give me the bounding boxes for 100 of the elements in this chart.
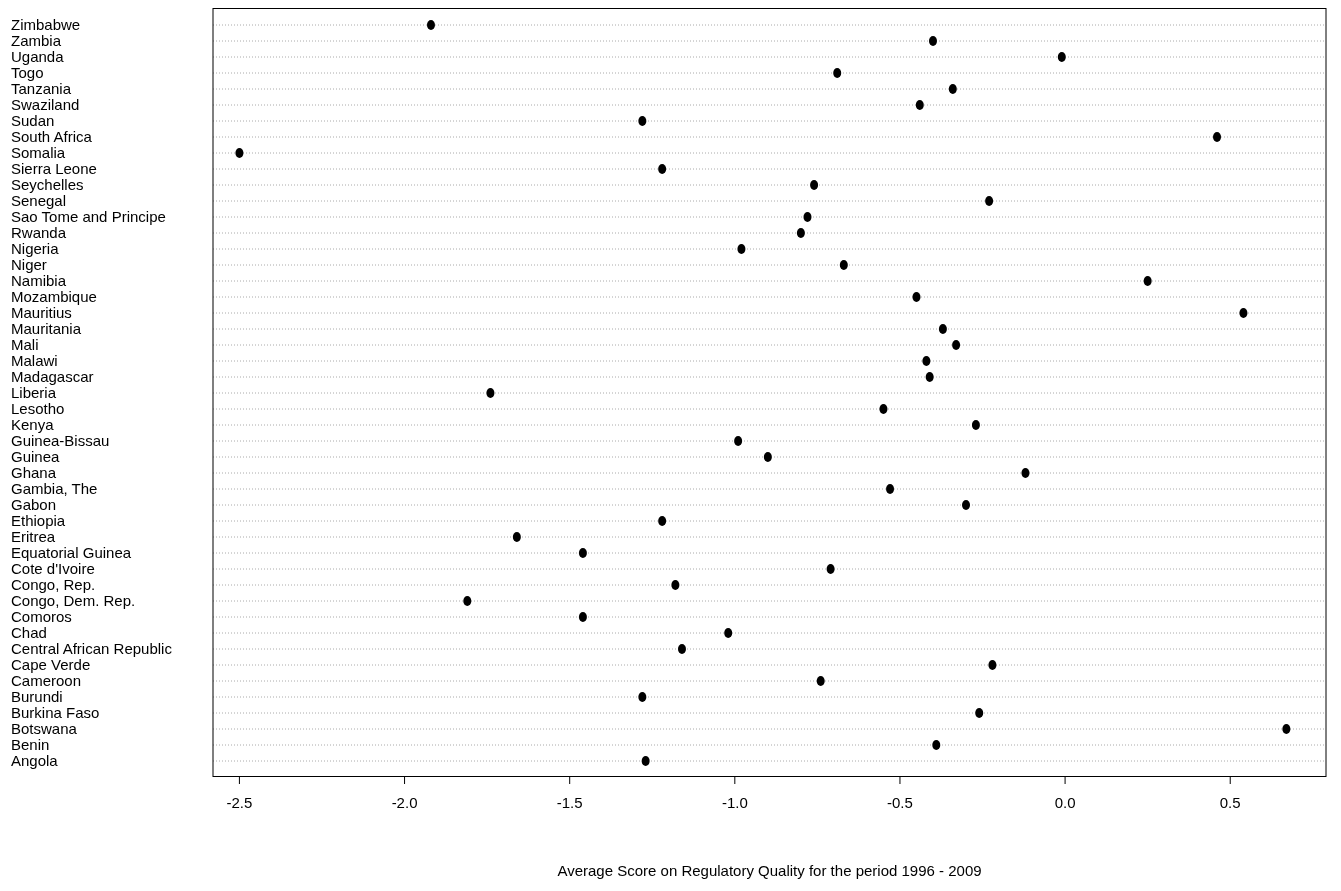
point xyxy=(724,628,733,638)
point xyxy=(1282,724,1291,734)
y-tick-label: Benin xyxy=(11,736,50,753)
y-tick-label: Mauritania xyxy=(11,320,82,337)
point xyxy=(952,340,961,350)
y-tick-label: Mozambique xyxy=(11,288,97,305)
y-tick-label: Seychelles xyxy=(11,176,84,193)
point xyxy=(737,244,746,254)
point xyxy=(796,228,805,238)
point xyxy=(658,516,667,526)
y-tick-label: Burundi xyxy=(11,688,63,705)
x-tick-label: 0.5 xyxy=(1219,794,1241,811)
x-axis-title: Average Score on Regulatory Quality for the period 1996 - 2009 xyxy=(557,862,982,879)
y-tick-label: Cote d'Ivoire xyxy=(11,560,95,577)
y-tick-label: Ethiopia xyxy=(11,512,66,529)
point xyxy=(985,196,994,206)
point xyxy=(886,484,895,494)
point xyxy=(671,580,680,590)
point xyxy=(463,596,472,606)
y-tick-label: Mauritius xyxy=(11,304,72,321)
y-tick-label: Equatorial Guinea xyxy=(11,544,132,561)
y-tick-label: Tanzania xyxy=(11,80,72,97)
point xyxy=(988,660,997,670)
point xyxy=(638,116,647,126)
point xyxy=(1143,276,1152,286)
y-tick-label: Senegal xyxy=(11,192,67,209)
point xyxy=(426,20,435,30)
point xyxy=(1213,132,1222,142)
y-tick-label: Comoros xyxy=(11,608,72,625)
point xyxy=(810,180,819,190)
point xyxy=(578,548,587,558)
y-tick-label: Cape Verde xyxy=(11,656,91,673)
point xyxy=(803,212,812,222)
y-tick-label: Gabon xyxy=(11,496,57,513)
point xyxy=(971,420,980,430)
point xyxy=(962,500,971,510)
y-tick-label: Swaziland xyxy=(11,96,80,113)
point xyxy=(1057,52,1066,62)
x-tick-label: -1.5 xyxy=(556,794,583,811)
y-tick-label: Niger xyxy=(11,256,47,273)
x-tick-label: -2.5 xyxy=(226,794,253,811)
y-tick-label: Rwanda xyxy=(11,224,67,241)
y-tick-label: Liberia xyxy=(11,384,57,401)
point xyxy=(922,356,931,366)
point xyxy=(932,740,941,750)
y-tick-label: Sao Tome and Principe xyxy=(11,208,166,225)
y-tick-label: Lesotho xyxy=(11,400,65,417)
y-tick-label: Madagascar xyxy=(11,368,94,385)
x-tick-label: -2.0 xyxy=(391,794,418,811)
point xyxy=(826,564,835,574)
y-tick-label: Cameroon xyxy=(11,672,82,689)
y-tick-label: Sierra Leone xyxy=(11,160,97,177)
y-tick-label: South Africa xyxy=(11,128,93,145)
point xyxy=(578,612,587,622)
x-tick-label: -0.5 xyxy=(887,794,913,811)
point xyxy=(938,324,947,334)
point xyxy=(912,292,921,302)
y-tick-label: Sudan xyxy=(11,112,55,129)
y-tick-label: Nigeria xyxy=(11,240,60,257)
point xyxy=(948,84,957,94)
point xyxy=(975,708,984,718)
y-tick-label: Congo, Dem. Rep. xyxy=(11,592,136,609)
y-tick-label: Angola xyxy=(11,752,59,769)
point xyxy=(816,676,825,686)
point xyxy=(641,756,650,766)
point xyxy=(925,372,934,382)
y-tick-label: Togo xyxy=(11,64,44,81)
point xyxy=(879,404,888,414)
y-tick-label: Somalia xyxy=(11,144,66,161)
y-tick-label: Congo, Rep. xyxy=(11,576,96,593)
point xyxy=(235,148,244,158)
y-tick-label: Gambia, The xyxy=(11,480,98,497)
y-tick-label: Kenya xyxy=(11,416,55,433)
point xyxy=(915,100,924,110)
y-tick-label: Ghana xyxy=(11,464,57,481)
y-tick-label: Guinea-Bissau xyxy=(11,432,110,449)
y-tick-label: Zimbabwe xyxy=(11,16,81,33)
x-tick-label: 0.0 xyxy=(1054,794,1076,811)
point xyxy=(928,36,937,46)
y-tick-label: Guinea xyxy=(11,448,61,465)
x-tick-label: -1.0 xyxy=(721,794,748,811)
point xyxy=(677,644,686,654)
point xyxy=(734,436,743,446)
y-tick-label: Mali xyxy=(11,336,39,353)
point xyxy=(839,260,848,270)
y-tick-label: Central African Republic xyxy=(11,640,173,657)
point xyxy=(833,68,842,78)
y-tick-label: Malawi xyxy=(11,352,58,369)
point xyxy=(763,452,772,462)
point xyxy=(658,164,667,174)
point xyxy=(1239,308,1248,318)
point xyxy=(512,532,521,542)
y-tick-label: Uganda xyxy=(11,48,65,65)
y-tick-label: Burkina Faso xyxy=(11,704,100,721)
point xyxy=(486,388,495,398)
y-tick-label: Eritrea xyxy=(11,528,56,545)
y-tick-label: Botswana xyxy=(11,720,78,737)
y-tick-label: Zambia xyxy=(11,32,62,49)
y-tick-label: Chad xyxy=(11,624,47,641)
y-tick-label: Namibia xyxy=(11,272,67,289)
